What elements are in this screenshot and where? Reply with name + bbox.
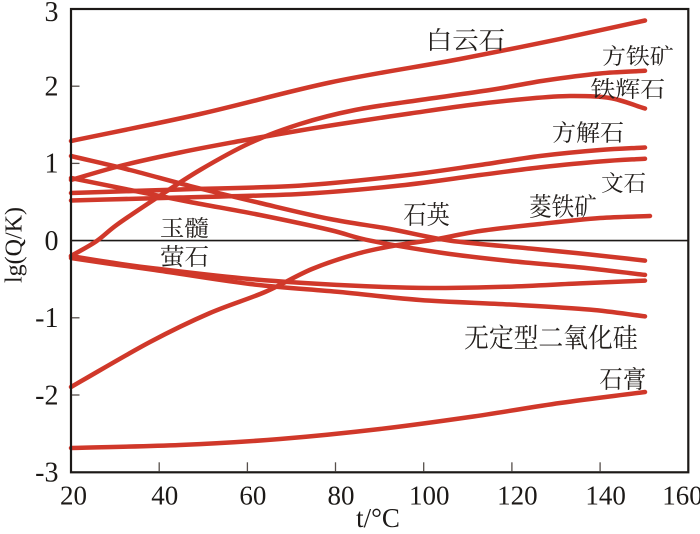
svg-text:60: 60	[239, 481, 266, 511]
svg-text:lg(Q/K): lg(Q/K)	[2, 207, 28, 283]
svg-text:-1: -1	[35, 303, 58, 334]
svg-text:3: 3	[45, 0, 59, 28]
svg-text:20: 20	[60, 481, 87, 511]
svg-text:80: 80	[328, 481, 355, 511]
svg-text:2: 2	[45, 72, 59, 103]
svg-text:100: 100	[409, 481, 450, 511]
svg-text:-2: -2	[35, 380, 58, 411]
svg-text:t/°C: t/°C	[356, 503, 400, 533]
svg-text:40: 40	[151, 481, 178, 511]
svg-text:1: 1	[45, 149, 59, 180]
svg-text:140: 140	[585, 481, 626, 511]
svg-text:-3: -3	[35, 458, 58, 489]
svg-text:120: 120	[497, 481, 538, 511]
svg-text:160: 160	[662, 481, 700, 511]
svg-text:0: 0	[45, 226, 59, 257]
